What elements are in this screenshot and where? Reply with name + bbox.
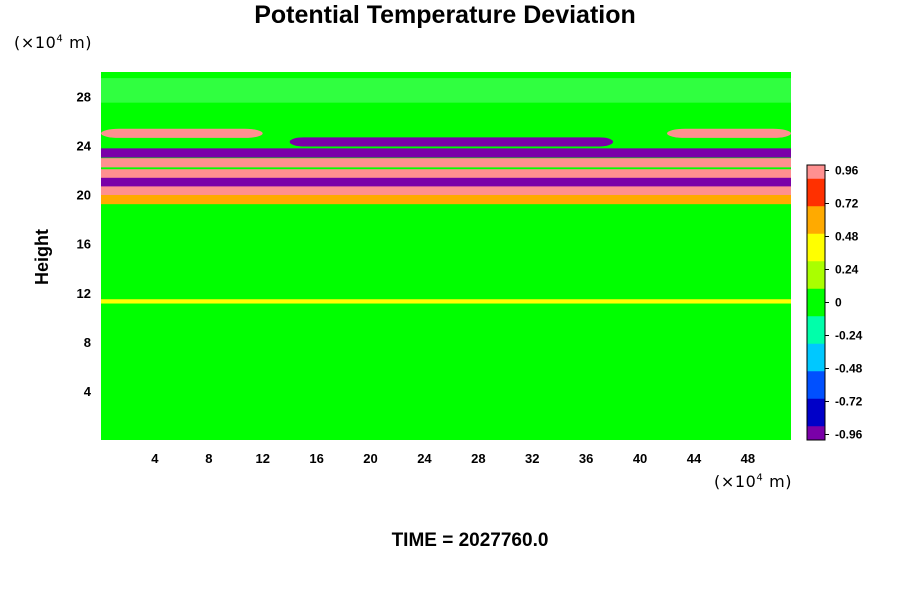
heatmap-band [101, 128, 263, 138]
x-tick-label: 48 [741, 451, 755, 466]
y-tick-label: 24 [77, 139, 92, 154]
x-tick-label: 28 [471, 451, 485, 466]
colorbar-segment [807, 302, 825, 310]
colorbar-segment [807, 364, 825, 372]
x-tick-label: 44 [687, 451, 702, 466]
heatmap-band [101, 194, 791, 205]
x-tick-label: 32 [525, 451, 539, 466]
colorbar-segment [807, 288, 825, 297]
x-tick-label: 36 [579, 451, 593, 466]
colorbar-segment [807, 254, 825, 262]
colorbar-segment [807, 281, 825, 290]
colorbar-segment [807, 240, 825, 248]
colorbar-tick-label: -0.48 [835, 362, 863, 376]
colorbar-segment [807, 275, 825, 283]
colorbar-tick-label: 0.48 [835, 230, 859, 244]
x-tick-label: 20 [363, 451, 377, 466]
plot-area [101, 72, 791, 440]
colorbar-segment [807, 213, 825, 221]
heatmap-band [289, 137, 614, 147]
colorbar-segment [807, 350, 825, 358]
heatmap-band [101, 169, 791, 179]
colorbar-segment [807, 309, 825, 317]
colorbar-segment [807, 391, 825, 400]
colorbar-segment [807, 419, 825, 427]
heatmap-band [101, 78, 791, 103]
y-tick-label: 20 [77, 188, 91, 203]
x-tick-label: 40 [633, 451, 647, 466]
colorbar-segment [807, 199, 825, 207]
chart-title: Potential Temperature Deviation [254, 1, 636, 29]
colorbar-tick-label: -0.96 [835, 428, 863, 442]
colorbar-tick-label: -0.24 [835, 329, 863, 343]
y-tick-label: 12 [77, 286, 91, 301]
colorbar-tick-label: 0.72 [835, 197, 859, 211]
colorbar-segment [807, 330, 825, 338]
heatmap-band [101, 148, 791, 158]
x-tick-label: 16 [309, 451, 323, 466]
colorbar-segment [807, 178, 825, 187]
colorbar-segment [807, 185, 825, 193]
colorbar-segment [807, 261, 825, 269]
colorbar-segment [807, 371, 825, 379]
colorbar-segment [807, 206, 825, 214]
colorbar-segment [807, 192, 825, 200]
colorbar-segment [807, 385, 825, 393]
colorbar-segment [807, 295, 825, 303]
colorbar: 0.96 0.72 0.48 0.24 0 -0.24 -0.48 -0.72 -0.96 [806, 164, 863, 442]
y-axis: 4 8 12 16 20 24 28 [77, 90, 92, 399]
colorbar-segment [807, 220, 825, 228]
colorbar-segment [807, 165, 825, 173]
colorbar-segment [807, 233, 825, 242]
y-tick-label: 4 [84, 384, 92, 399]
heatmap-band [101, 158, 791, 168]
colorbar-segment [807, 357, 825, 365]
colorbar-tick-label: -0.72 [835, 395, 863, 409]
colorbar-tick-label: 0.24 [835, 263, 859, 277]
x-tick-label: 24 [417, 451, 432, 466]
colorbar-tick-label: 0 [835, 296, 842, 310]
time-label: TIME = 2027760.0 [391, 530, 549, 551]
colorbar-segment [807, 433, 825, 441]
colorbar-segment [807, 343, 825, 352]
x-tick-label: 8 [205, 451, 212, 466]
y-tick-label: 28 [77, 90, 91, 105]
colorbar-segment [807, 398, 825, 407]
colorbar-segment [807, 226, 825, 235]
colorbar-tick-label: 0.96 [835, 164, 859, 178]
colorbar-segment [807, 412, 825, 420]
heatmap-band [101, 186, 791, 196]
x-axis-unit-label: (×104 m) [714, 472, 793, 491]
colorbar-segment [807, 171, 825, 180]
colorbar-segment [807, 405, 825, 413]
colorbar-segment [807, 426, 825, 434]
heatmap-background [101, 72, 791, 440]
colorbar-segment [807, 247, 825, 255]
x-tick-label: 4 [151, 451, 159, 466]
colorbar-segment [807, 323, 825, 331]
x-axis: 4 8 12 16 20 24 28 32 36 40 44 48 [151, 451, 755, 466]
y-tick-label: 16 [77, 237, 91, 252]
x-tick-label: 12 [255, 451, 269, 466]
y-tick-label: 8 [84, 335, 91, 350]
heatmap-band [101, 177, 791, 187]
colorbar-segment [807, 316, 825, 324]
colorbar-segment [807, 378, 825, 386]
colorbar-segment [807, 268, 825, 276]
colorbar-segment [807, 336, 825, 345]
heatmap-band [101, 299, 791, 304]
y-axis-unit-label: (×104 m) [14, 33, 93, 52]
heatmap-band [667, 128, 791, 138]
